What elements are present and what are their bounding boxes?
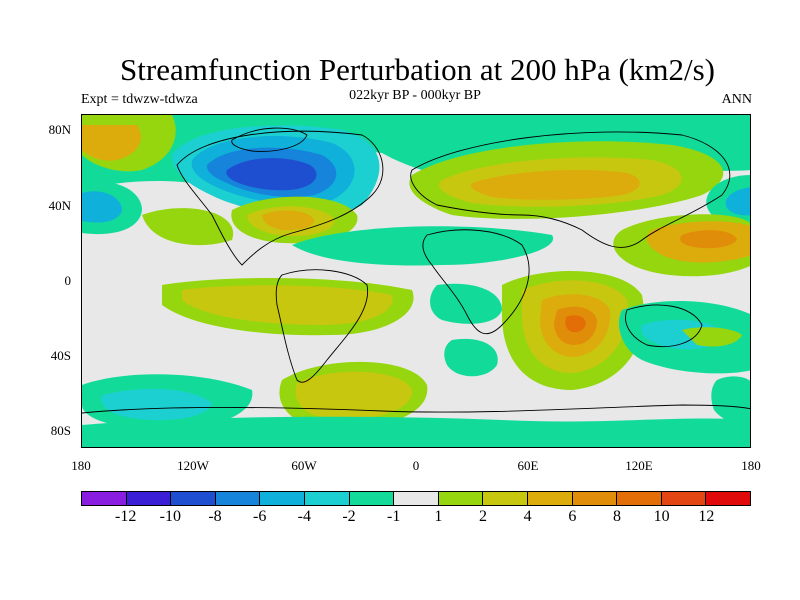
lat-label-80s: 80S <box>50 423 71 438</box>
contour-so-neg-3 <box>711 376 750 426</box>
colorbar-label: -10 <box>159 508 181 525</box>
contour-epac-1 <box>142 208 234 246</box>
contour-wpac-2 <box>82 191 122 223</box>
contour-so-pos-2 <box>295 371 413 420</box>
lon-label-120e: 120E <box>625 458 653 473</box>
colorbar-cell <box>349 492 395 505</box>
contour-wp-pos-3 <box>680 230 737 249</box>
colorbar-label: 1 <box>434 508 443 525</box>
lon-label-0: 0 <box>412 458 420 473</box>
lat-label-eq: 0 <box>64 273 72 288</box>
south-america-coast <box>275 269 369 383</box>
map-subtitle: 022kyr BP - 000kyr BP <box>349 88 481 103</box>
greenland-coast <box>231 127 308 152</box>
colorbar-label: -2 <box>342 508 356 525</box>
colorbar-cell <box>126 492 172 505</box>
contour-so-neg-2 <box>101 388 212 421</box>
map-plot-area <box>81 114 751 448</box>
lat-label-40s: 40S <box>50 348 71 363</box>
colorbar-cell <box>527 492 573 505</box>
contour-sa-neg <box>444 338 498 377</box>
colorbar-label: 10 <box>653 508 670 525</box>
colorbar-label: 12 <box>698 508 715 525</box>
colorbar-cell <box>82 492 127 505</box>
colorbar-cell <box>215 492 261 505</box>
contour-satl-neg <box>430 283 502 324</box>
colorbar-label: -1 <box>386 508 401 525</box>
colorbar-label: 2 <box>479 508 487 525</box>
season-label: ANN <box>721 92 752 107</box>
colorbar-cell <box>617 492 662 505</box>
lon-label-60w: 60W <box>291 458 317 473</box>
contour-na-4 <box>226 158 317 191</box>
colorbar-cell <box>438 492 484 505</box>
contour-nwpac-2 <box>82 125 141 161</box>
antarctica-coast <box>82 404 750 414</box>
map-title: Streamfunction Perturbation at 200 hPa (… <box>120 52 715 87</box>
lon-label-180w: 180 <box>71 458 91 473</box>
experiment-label: Expt = tdwzw-tdwza <box>81 92 198 107</box>
colorbar-cell <box>706 492 750 505</box>
colorbar-cell <box>572 492 618 505</box>
lat-label-40n: 40N <box>48 198 71 213</box>
contour-antarctic-band <box>82 416 750 447</box>
lon-label-180e: 180 <box>741 458 761 473</box>
contour-sam-2 <box>182 285 393 325</box>
colorbar-cell <box>394 492 439 505</box>
colorbar-cell <box>483 492 528 505</box>
colorbar-cell <box>661 492 707 505</box>
colorbar-label: -12 <box>114 508 137 525</box>
colorbar-cell <box>171 492 216 505</box>
streamfunction-field <box>82 115 750 447</box>
lat-label-80n: 80N <box>48 122 71 137</box>
africa-coast <box>422 229 530 335</box>
colorbar <box>81 491 751 506</box>
colorbar-cell <box>304 492 350 505</box>
colorbar-cell <box>260 492 305 505</box>
contour-io-5 <box>565 315 586 333</box>
colorbar-label: -8 <box>208 508 222 525</box>
colorbar-label: 8 <box>613 508 621 525</box>
lon-label-120w: 120W <box>177 458 209 473</box>
australia-coast <box>625 304 703 348</box>
contour-aus-pos <box>682 327 742 347</box>
colorbar-label: 4 <box>523 508 532 525</box>
north-america-coast <box>176 130 384 266</box>
lon-label-60e: 60E <box>517 458 539 473</box>
colorbar-label: 6 <box>568 508 577 525</box>
contour-atl-3 <box>262 210 315 231</box>
colorbar-label: -6 <box>252 508 267 525</box>
coastlines <box>82 127 750 414</box>
contour-east-2 <box>725 187 750 216</box>
contour-eur-3 <box>470 170 640 200</box>
eurasia-coast <box>410 131 731 248</box>
colorbar-label: -4 <box>297 508 311 525</box>
